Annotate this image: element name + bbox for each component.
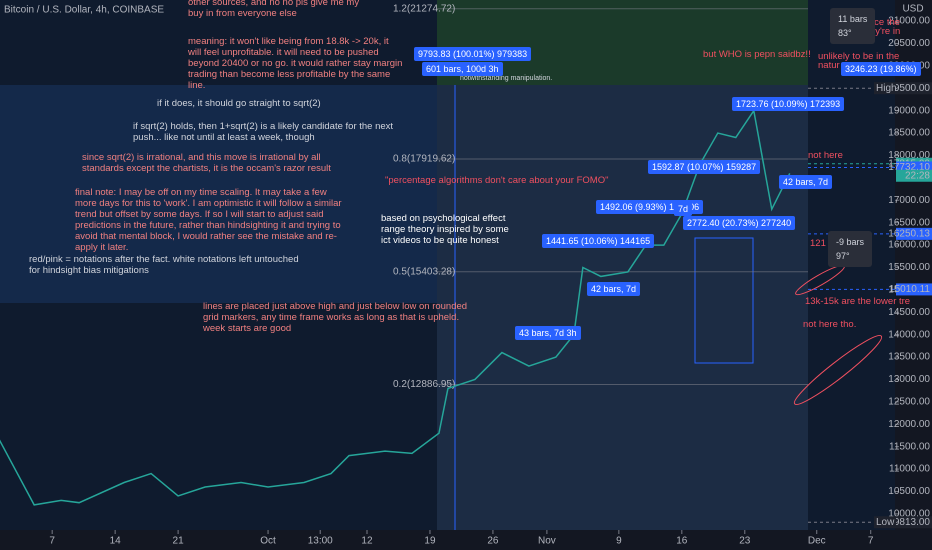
fib-label: 1.2(21274.72) <box>393 3 455 14</box>
x-tick-label: Nov <box>538 536 556 547</box>
measure-label: 1592.87 (10.07%) 159287 <box>648 160 761 174</box>
y-tick-label: 16000.00 <box>888 240 930 251</box>
measure-label: 1723.76 (10.09%) 172393 <box>732 97 845 111</box>
measure-label: 2772.40 (20.73%) 277240 <box>683 216 796 230</box>
price-line <box>0 108 791 506</box>
currency: USD <box>902 4 923 15</box>
annotation: unlikely to be in the <box>818 51 900 62</box>
measure-label: 3246.23 (19.86%) <box>841 62 921 76</box>
angle-angle: 83° <box>838 28 852 38</box>
annotation: since the <box>862 17 901 28</box>
angle-box: -9 bars 97° <box>828 231 873 267</box>
x-tick-label: 14 <box>110 536 122 547</box>
chart-title: Bitcoin / U.S. Dollar, 4h, COINBASE <box>4 5 164 16</box>
x-tick-label: 19 <box>424 536 436 547</box>
range-box <box>437 85 808 530</box>
x-tick-label: 9 <box>616 536 622 547</box>
countdown: 22:28 <box>905 170 930 181</box>
time-axis <box>0 530 895 550</box>
y-tick-label: 11000.00 <box>889 464 930 475</box>
y-tick-label: 21000.00 <box>888 16 930 27</box>
blue-range <box>0 85 437 303</box>
y-tick-label: 10500.00 <box>888 486 930 497</box>
x-tick-label: 12 <box>361 536 373 547</box>
x-tick-label: Oct <box>260 536 276 547</box>
measure-box <box>694 237 754 364</box>
price-marker-label: 17732.10 <box>888 162 930 173</box>
annotation: since sqrt(2) is irrational, and this mo… <box>82 152 331 174</box>
annotation: they're in <box>862 26 901 37</box>
fib-label: 0.5(15403.28) <box>393 266 455 277</box>
price-tag-bg <box>874 82 896 95</box>
annotation: natur <box>818 60 840 71</box>
x-tick-label: 26 <box>487 536 499 547</box>
y-tick-label: 17000.00 <box>888 195 930 206</box>
annotation: notwithstanding manipulation. <box>460 75 553 82</box>
x-tick-label: 7 <box>49 536 55 547</box>
angle-box: 11 bars 83° <box>830 8 876 44</box>
x-tick-label: 13:00 <box>308 536 333 547</box>
measure-label: 42 bars, 7d <box>779 175 833 189</box>
y-tick-label: 11500.00 <box>889 441 930 452</box>
fib-label: 0.2(12886.95) <box>393 379 455 390</box>
y-tick-label: 14500.00 <box>888 307 930 318</box>
price-marker <box>896 283 932 296</box>
y-tick-label: 14000.00 <box>888 329 930 340</box>
annotation: final note: I may be off on my time scal… <box>75 187 342 253</box>
price-tag-bg <box>874 516 896 529</box>
measure-label: 7d <box>674 202 693 216</box>
y-tick-label: 20500.00 <box>888 38 930 49</box>
measure-label: 43 bars, 7d 3h <box>515 326 581 340</box>
angle-angle: 97° <box>836 251 850 261</box>
annotation: lines are placed just above high and jus… <box>203 301 468 334</box>
angle-bars: -9 bars <box>836 237 865 247</box>
y-tick-label: 19000.00 <box>888 105 930 116</box>
price-marker <box>896 227 932 240</box>
price-marker-label: 19500.00 <box>888 83 930 94</box>
y-tick-label: 18000.00 <box>888 150 930 161</box>
annotation: if sqrt(2) holds, then 1+sqrt(2) is a li… <box>133 121 394 143</box>
x-tick-label: Dec <box>808 536 826 547</box>
countdown-bg <box>896 169 932 182</box>
annotation: not here <box>808 150 843 161</box>
price-tag: High <box>876 83 897 94</box>
annotation: based on psychological effect range theo… <box>381 213 509 246</box>
annotation: not here tho. <box>803 319 857 330</box>
y-tick-label: 18500.00 <box>888 128 930 139</box>
y-tick-label: 10000.00 <box>888 509 930 520</box>
measure-label: 601 bars, 100d 3h <box>422 62 503 76</box>
price-marker-label: 16250.13 <box>888 228 930 239</box>
x-tick-label: 7 <box>868 536 874 547</box>
x-tick-label: 21 <box>173 536 185 547</box>
annotation: meaning: it won't like being from 18.8k … <box>188 36 403 91</box>
fib-label: 0.8(17919.62) <box>393 154 455 165</box>
y-tick-label: 12000.00 <box>888 419 930 430</box>
annotation: 13k-15k are the lower tre <box>805 296 911 307</box>
annotation: if it does, it should go straight to sqr… <box>157 98 321 109</box>
y-tick-label: 13000.00 <box>888 374 930 385</box>
y-tick-label: 13500.00 <box>888 352 930 363</box>
price-tag: Low <box>876 517 895 528</box>
x-tick-label: 16 <box>676 536 688 547</box>
scribble <box>793 335 883 405</box>
price-marker-label: 9813.00 <box>894 517 931 528</box>
angle-bars: 11 bars <box>838 14 868 24</box>
y-tick-label: 15500.00 <box>888 262 930 273</box>
price-marker <box>896 82 932 95</box>
y-tick-label: 12500.00 <box>888 397 930 408</box>
measure-label: 1441.65 (10.06%) 144165 <box>542 234 655 248</box>
price-marker <box>896 516 932 529</box>
annotation: but WHO is pepn saidbz!! <box>703 49 811 60</box>
annotation: other sources, and no no pls give me my … <box>188 0 360 19</box>
annotation: "percentage algorithms don't care about … <box>385 175 609 186</box>
y-tick-label: 16500.00 <box>888 217 930 228</box>
x-tick-label: 23 <box>739 536 751 547</box>
annotation: red/pink = notations after the fact. whi… <box>29 254 299 276</box>
measure-label: 42 bars, 7d <box>587 282 641 296</box>
price-marker-label: 15010.11 <box>889 284 930 295</box>
measure-label: 9793.83 (100.01%) 979383 <box>414 47 532 61</box>
